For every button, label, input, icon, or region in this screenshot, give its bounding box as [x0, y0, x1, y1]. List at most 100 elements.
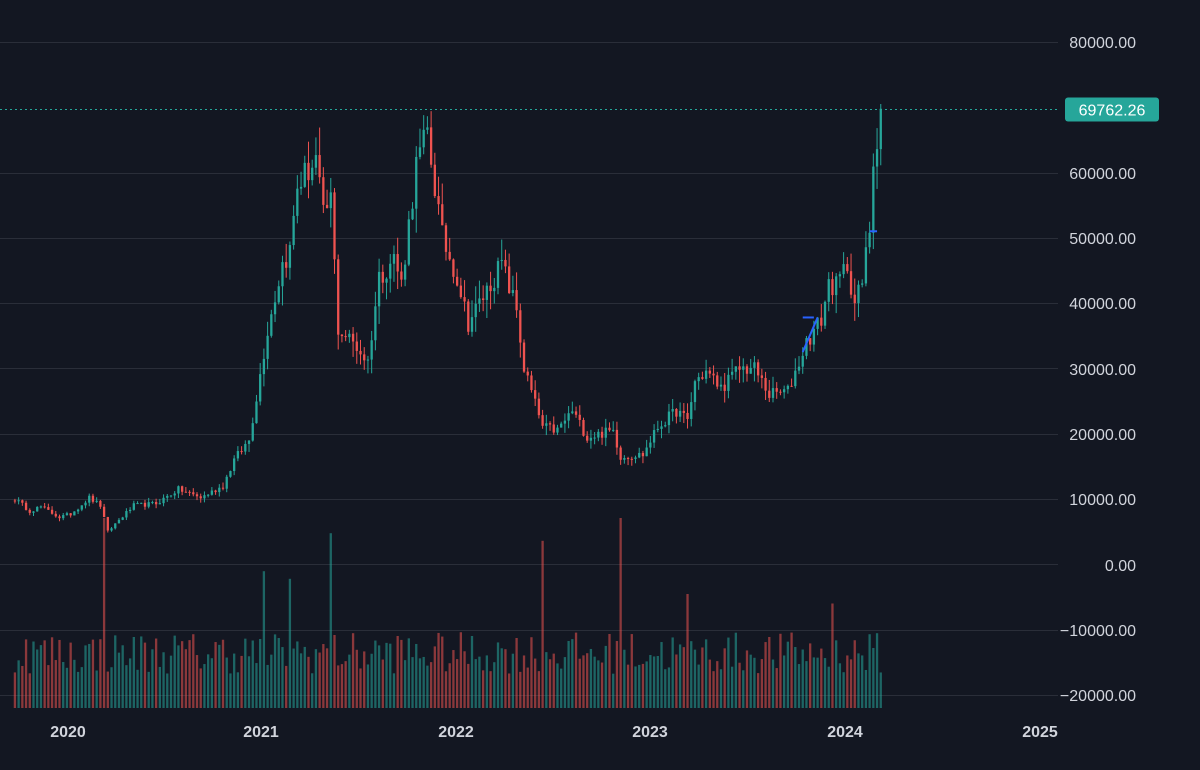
candle — [177, 485, 180, 499]
candle-body — [615, 429, 619, 448]
candle-body — [630, 458, 633, 460]
volume-bar — [481, 670, 485, 708]
candle — [511, 275, 515, 297]
candle-body — [188, 491, 191, 493]
volume-bar — [500, 648, 503, 708]
volume-bar — [307, 656, 310, 708]
candle-body — [203, 495, 206, 499]
candle — [47, 503, 50, 510]
candle-body — [62, 515, 65, 519]
chart-drawings[interactable] — [801, 230, 878, 353]
candle — [771, 376, 775, 403]
volume-bar — [426, 665, 429, 708]
volume-bar — [771, 659, 775, 708]
candle — [827, 272, 830, 312]
volume-bar — [782, 655, 786, 708]
candle-body — [664, 425, 667, 427]
candle — [43, 503, 46, 509]
candle — [697, 372, 700, 390]
candle-body — [857, 284, 860, 304]
candle-body — [470, 317, 474, 332]
candle — [80, 505, 83, 512]
candle — [54, 510, 57, 518]
volume-bar — [344, 661, 347, 708]
candle-body — [537, 398, 541, 416]
candle-body — [110, 528, 113, 531]
volume-bar — [537, 671, 541, 708]
volume-bar — [43, 640, 46, 708]
candle — [690, 392, 693, 427]
candle-body — [262, 358, 266, 375]
candle-body — [563, 420, 567, 424]
candle — [206, 493, 210, 498]
y-tick-label: −10000.00 — [1060, 623, 1136, 640]
candle — [76, 508, 80, 515]
candle — [730, 358, 734, 380]
candle-body — [719, 384, 723, 387]
candle-body — [493, 287, 496, 292]
volume-bar — [768, 636, 771, 708]
volume-bar — [80, 667, 83, 708]
volume-bar — [444, 671, 448, 708]
candle-body — [370, 340, 373, 360]
candle-body — [132, 503, 135, 510]
candle — [526, 367, 529, 382]
candle-body — [608, 427, 611, 431]
candle-body — [805, 338, 808, 356]
candle — [84, 500, 87, 509]
volume-bar — [225, 657, 228, 708]
candle — [875, 128, 879, 189]
volume-bar — [192, 634, 195, 708]
candle-body — [846, 264, 849, 272]
candle-body — [225, 476, 228, 489]
candle-body — [879, 108, 882, 150]
candle — [392, 245, 396, 282]
candle-body — [415, 156, 418, 209]
candle-body — [151, 502, 154, 504]
candle — [132, 500, 135, 511]
candle — [444, 222, 448, 261]
candle — [255, 394, 258, 424]
candle-body — [322, 177, 325, 205]
candle — [400, 262, 403, 287]
candle-body — [91, 495, 95, 502]
candle-body — [489, 285, 492, 292]
volume-bar — [95, 670, 98, 708]
volume-bar — [340, 664, 344, 708]
candle-body — [686, 412, 689, 419]
candle — [344, 330, 347, 342]
price-axis[interactable]: 80000.00 60000.00 50000.00 40000.00 3000… — [1060, 35, 1136, 705]
time-axis[interactable]: 2020 2021 2022 2023 2024 2025 — [50, 724, 1058, 741]
volume-bar — [363, 651, 366, 708]
candle-body — [58, 516, 61, 519]
candle — [589, 429, 593, 449]
candle-body — [567, 413, 570, 421]
volume-bar — [827, 666, 830, 708]
volume-bar — [259, 638, 262, 708]
volume-bar — [567, 640, 570, 708]
volume-bar — [474, 659, 477, 708]
volume-bar — [749, 654, 752, 708]
volume-bar — [303, 646, 306, 708]
candle — [582, 417, 585, 437]
candle-body — [794, 370, 797, 387]
candle-body — [184, 491, 188, 493]
y-tick-label: 30000.00 — [1069, 362, 1136, 379]
candle-body — [32, 511, 35, 513]
candle — [704, 359, 708, 384]
volume-bar — [697, 664, 700, 708]
candle — [708, 367, 711, 379]
candle-body — [485, 285, 489, 300]
candle — [504, 249, 507, 274]
volume-bar — [608, 633, 611, 708]
candle-body — [169, 495, 173, 497]
volume-bar — [593, 656, 596, 708]
candle-body — [764, 377, 767, 391]
candle-body — [678, 410, 682, 417]
candle — [173, 491, 176, 500]
candle — [734, 366, 737, 380]
candle — [403, 260, 407, 287]
candle — [50, 506, 54, 515]
candle — [158, 498, 161, 505]
